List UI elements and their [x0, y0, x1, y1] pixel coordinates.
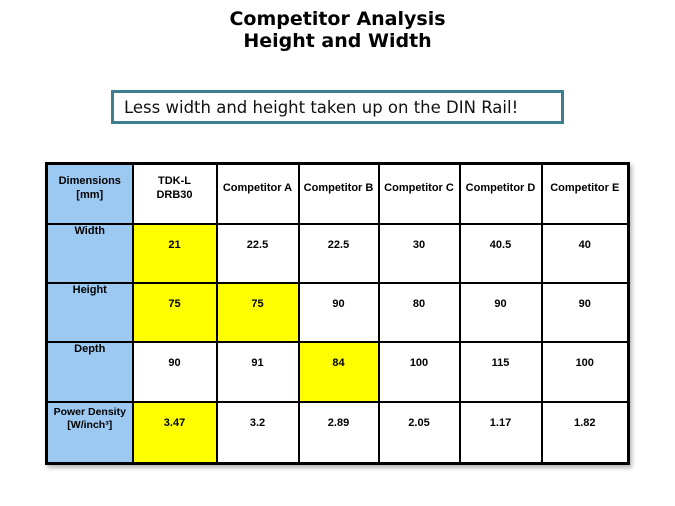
value-cell: 22.5: [215, 222, 300, 284]
comparison-table: Dimensions [mm] TDK-L DRB30 Competitor A Comp…: [45, 162, 630, 465]
column-header-cell: Competitor B: [297, 162, 380, 225]
value-cell: 115: [458, 340, 543, 403]
header-text: Competitor B: [303, 181, 374, 194]
value-cell: 22.5: [297, 222, 380, 284]
value-cell: 40.5: [458, 222, 543, 284]
header-text: Competitor A: [222, 181, 293, 194]
table-header: Dimensions [mm] TDK-L DRB30 Competitor A Comp…: [45, 162, 630, 225]
value-cell: 1.17: [458, 400, 543, 465]
header-text: Competitor C: [384, 181, 454, 194]
row-label-text: Height: [72, 283, 107, 296]
page-title-line2: Height and Width: [243, 30, 432, 52]
row-label-text: Depth: [74, 342, 106, 355]
row-label: Power Density [W/inch³]: [45, 400, 134, 465]
row-label: Width: [45, 222, 134, 284]
value-cell: 100: [377, 340, 461, 403]
value-cell: 2.05: [377, 400, 461, 465]
row-label-text: [W/inch³]: [67, 418, 113, 431]
value-cell: 90: [131, 340, 218, 403]
column-header-cell: Competitor A: [215, 162, 300, 225]
column-header-cell: TDK-L DRB30: [131, 162, 218, 225]
page-title-line1: Competitor Analysis: [229, 8, 446, 30]
value-cell: 2.89: [297, 400, 380, 465]
value-cell: 100: [540, 340, 630, 403]
value-cell: 90: [458, 281, 543, 343]
corner-header-cell: Dimensions [mm]: [45, 162, 134, 225]
column-header-cell: Competitor E: [540, 162, 630, 225]
header-text: [mm]: [76, 188, 104, 201]
value-cell: 1.82: [540, 400, 630, 465]
value-cell: 30: [377, 222, 461, 284]
table-row: Width 21 22.5 22.5 30 40.5 40: [45, 222, 630, 284]
row-label: Depth: [45, 340, 134, 403]
header-text: Competitor D: [465, 181, 536, 194]
callout-box: Less width and height taken up on the DI…: [111, 90, 564, 124]
value-cell-highlighted: 75: [131, 281, 218, 343]
value-cell-highlighted: 21: [131, 222, 218, 284]
value-cell: 90: [540, 281, 630, 343]
table-row: Height 75 75 90 80 90 90: [45, 281, 630, 343]
header-text: Dimensions: [58, 174, 121, 187]
value-cell-highlighted: 75: [215, 281, 300, 343]
table-row: Power Density [W/inch³] 3.47 3.2 2.89 2.05 1.1…: [45, 400, 630, 465]
value-cell-highlighted: 3.47: [131, 400, 218, 465]
value-cell-highlighted: 84: [297, 340, 380, 403]
value-cell: 80: [377, 281, 461, 343]
column-header-cell: Competitor D: [458, 162, 543, 225]
header-text: Competitor E: [550, 181, 620, 194]
header-text: TDK-L: [158, 174, 191, 187]
row-label: Height: [45, 281, 134, 343]
row-label-text: Width: [74, 224, 105, 237]
value-cell: 3.2: [215, 400, 300, 465]
table-row: Depth 90 91 84 100 115 100: [45, 340, 630, 403]
column-header-cell: Competitor C: [377, 162, 461, 225]
value-cell: 91: [215, 340, 300, 403]
table-body: Width 21 22.5 22.5 30 40.5 40 Height 75 75 90 80 90 9…: [45, 222, 630, 465]
value-cell: 90: [297, 281, 380, 343]
callout-text: Less width and height taken up on the DI…: [124, 97, 519, 117]
row-label-text: Power Density: [53, 405, 126, 418]
header-text: DRB30: [156, 188, 193, 201]
value-cell: 40: [540, 222, 630, 284]
page-title: Competitor Analysis Height and Width: [0, 8, 675, 52]
